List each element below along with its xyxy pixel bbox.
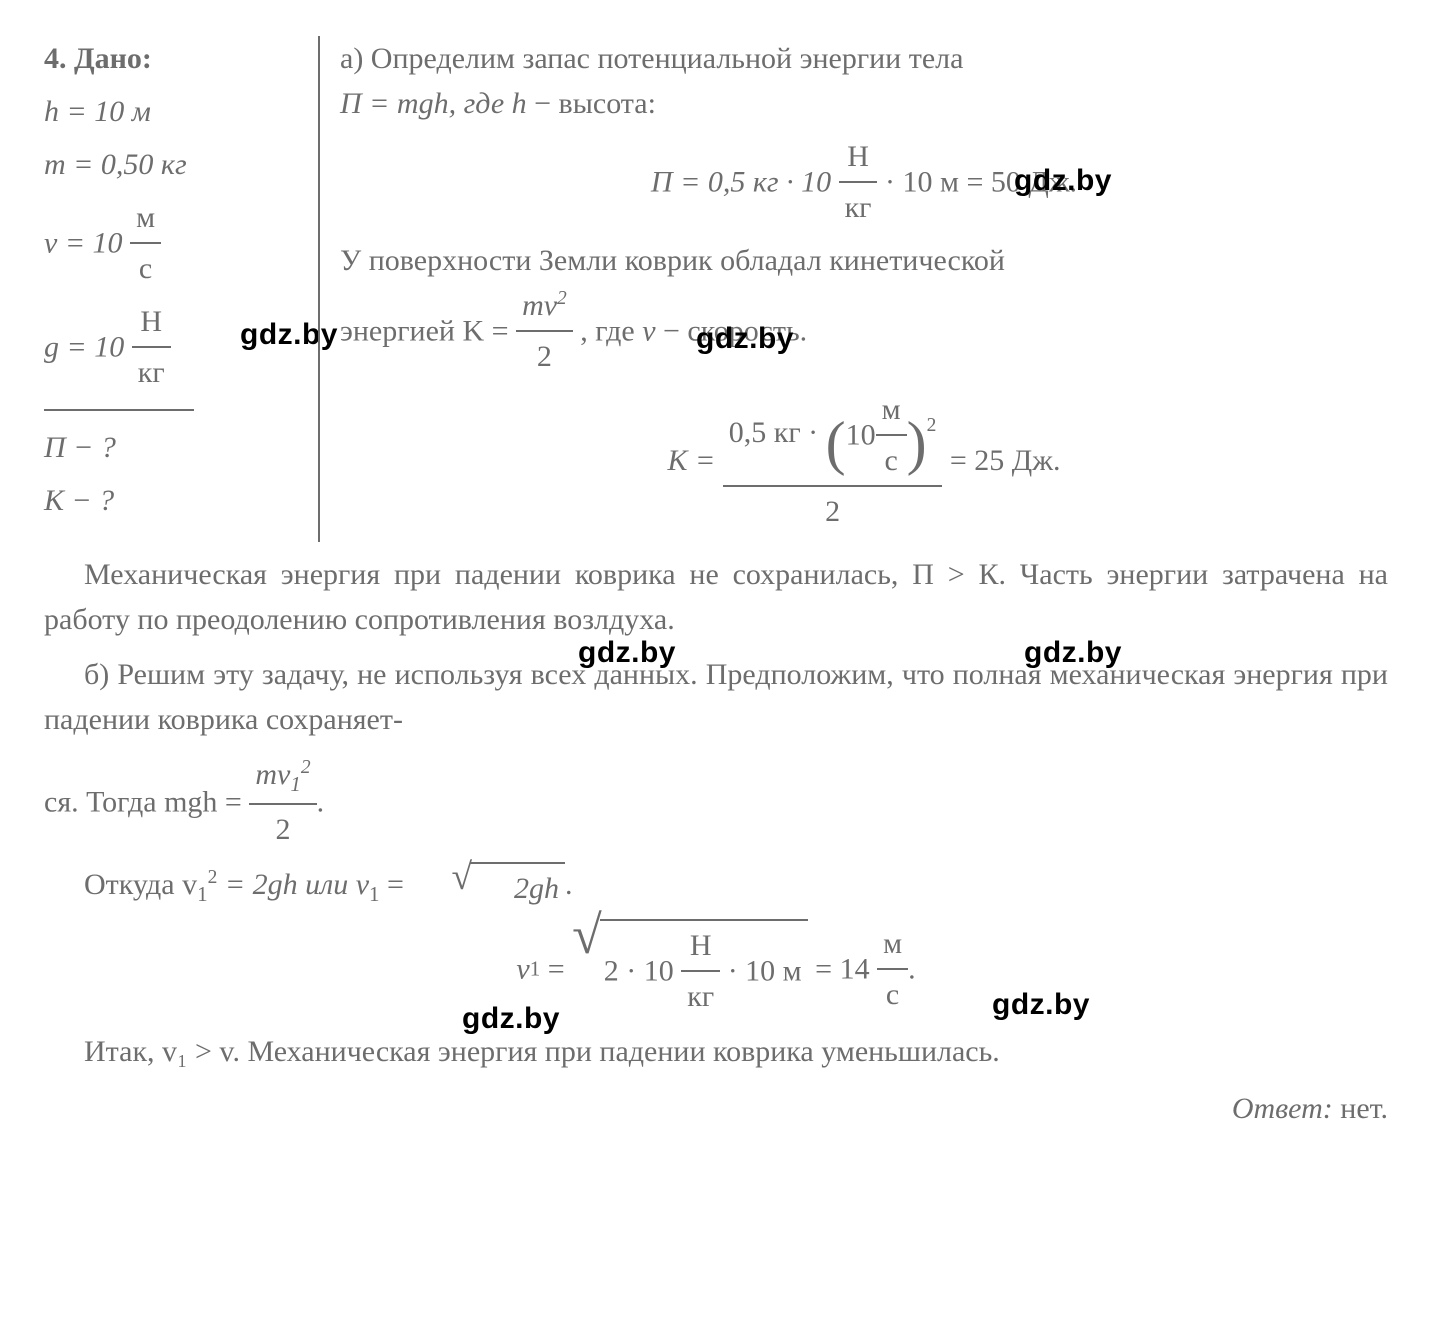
unit-num: Н <box>681 923 720 972</box>
unit-den: с <box>877 970 908 1017</box>
text: − скорость. <box>656 315 808 348</box>
given-column: 4. Дано: h = 10 м m = 0,50 кг v = 10 м с… <box>44 36 320 542</box>
unit-den: кг <box>839 183 878 230</box>
part-a-line4: энергией K = mv2 2 , где v − скорость. <box>340 283 1388 379</box>
unit-num: м <box>130 195 161 244</box>
paren-left-icon: ( <box>826 413 846 473</box>
given-title: Дано: <box>74 42 152 75</box>
unit-fraction: Н кг <box>681 923 720 1019</box>
unit-fraction: м с <box>130 195 161 291</box>
unit-num: м <box>876 387 907 436</box>
unit-num: Н <box>132 299 171 348</box>
text: 0,5 кг · <box>729 416 826 449</box>
part-a-line1: а) Определим запас потенциальной энергии… <box>340 36 1388 81</box>
radical-icon: √ <box>572 919 602 951</box>
radicand: 2 · 10 Н кг · 10 м <box>600 919 808 1019</box>
text: . <box>317 785 325 818</box>
equation-v1: v1 = √ 2 · 10 Н кг · 10 м = 14 м с . <box>44 919 1388 1019</box>
text: = <box>540 953 572 986</box>
equation-potential: П = 0,5 кг · 10 Н кг · 10 м = 50 Дж. <box>340 134 1388 230</box>
unit-den: с <box>130 244 161 291</box>
paren-right-icon: ) <box>907 413 927 473</box>
eq-lhs: П = 0,5 кг · 10 <box>651 166 831 199</box>
text: 10 <box>846 419 876 452</box>
text: Откуда v <box>84 868 197 901</box>
sqrt: √ 2gh <box>411 862 565 911</box>
text: . <box>908 953 916 986</box>
frac-den: 2 <box>723 487 943 534</box>
unit-den: кг <box>132 348 171 395</box>
unit-num: м <box>877 921 908 970</box>
part-b-line1b: ся. Тогда mgh = mv12 2 . <box>44 752 1388 852</box>
frac-den: 2 <box>516 332 573 379</box>
text: ся. Тогда mgh = <box>44 785 249 818</box>
unknown-p: П − ? <box>44 425 304 470</box>
text: = 14 <box>815 953 877 986</box>
text: · 10 м <box>728 955 802 988</box>
given-g: g = 10 Н кг <box>44 299 304 395</box>
frac-num: mv12 <box>249 752 316 805</box>
eq-lhs: K = <box>668 444 723 477</box>
part-b-line1: б) Решим эту задачу, не используя всех д… <box>44 652 1388 742</box>
given-h: h = 10 м <box>44 89 304 134</box>
part-a-line2: П = mgh, где h − высота: <box>340 81 1388 126</box>
text: , где <box>580 315 642 348</box>
text: энергией K = <box>340 315 516 348</box>
var-v1: v <box>516 953 529 986</box>
part-b-conclusion: Итак, v₁ > v. Механическая энергия при п… <box>44 1029 1388 1074</box>
var-v: v <box>642 315 655 348</box>
eq-rhs: = 25 Дж. <box>950 444 1061 477</box>
fraction: 0,5 кг · (10мс)2 2 <box>723 387 943 534</box>
fraction: mv2 2 <box>516 283 573 379</box>
sqrt: √ 2 · 10 Н кг · 10 м <box>572 919 808 1019</box>
solution-column: а) Определим запас потенциальной энергии… <box>320 36 1388 542</box>
given-v: v = 10 м с <box>44 195 304 291</box>
radicand: 2gh <box>470 862 565 911</box>
unit-fraction: Н кг <box>132 299 171 395</box>
unknown-k: К − ? <box>44 478 304 523</box>
part-a-line3: У поверхности Земли коврик обладал кинет… <box>340 238 1388 283</box>
problem-number: 4. <box>44 42 67 75</box>
part-b-line2: Откуда v12 = 2gh или v1 = √ 2gh . <box>44 862 1388 912</box>
unit-fraction: м с <box>877 921 908 1017</box>
frac-den: 2 <box>249 805 316 852</box>
fraction: mv12 2 <box>249 752 316 852</box>
answer-label: Ответ: <box>1232 1092 1333 1125</box>
answer-line: Ответ: нет. <box>44 1086 1388 1131</box>
given-divider <box>44 409 194 411</box>
frac-num: 0,5 кг · (10мс)2 <box>723 387 943 487</box>
equation-kinetic: K = 0,5 кг · (10мс)2 2 = 25 Дж. <box>340 387 1388 534</box>
eq-rhs: · 10 м = 50 Дж. <box>885 166 1077 199</box>
var-h: h <box>512 87 527 120</box>
text: . <box>565 868 573 901</box>
radical-icon: √ <box>411 862 472 894</box>
text: 2 · 10 <box>604 955 674 988</box>
text: = 2gh или v <box>217 868 369 901</box>
unit-den: с <box>876 436 907 483</box>
given-v-lhs: v = 10 <box>44 227 123 260</box>
unit-den: кг <box>681 972 720 1019</box>
answer-value: нет. <box>1333 1092 1388 1125</box>
given-solution-block: 4. Дано: h = 10 м m = 0,50 кг v = 10 м с… <box>44 36 1388 542</box>
text: − высота: <box>527 87 656 120</box>
unit-fraction: Н кг <box>839 134 878 230</box>
unit-fraction: мс <box>876 387 907 483</box>
text: = <box>380 868 412 901</box>
given-m: m = 0,50 кг <box>44 142 304 187</box>
given-g-lhs: g = 10 <box>44 331 124 364</box>
paragraph-energy-not-conserved: Механическая энергия при падении коврика… <box>44 552 1388 642</box>
unit-num: Н <box>839 134 878 183</box>
text: П = mgh, где <box>340 87 512 120</box>
frac-num: mv2 <box>516 283 573 332</box>
